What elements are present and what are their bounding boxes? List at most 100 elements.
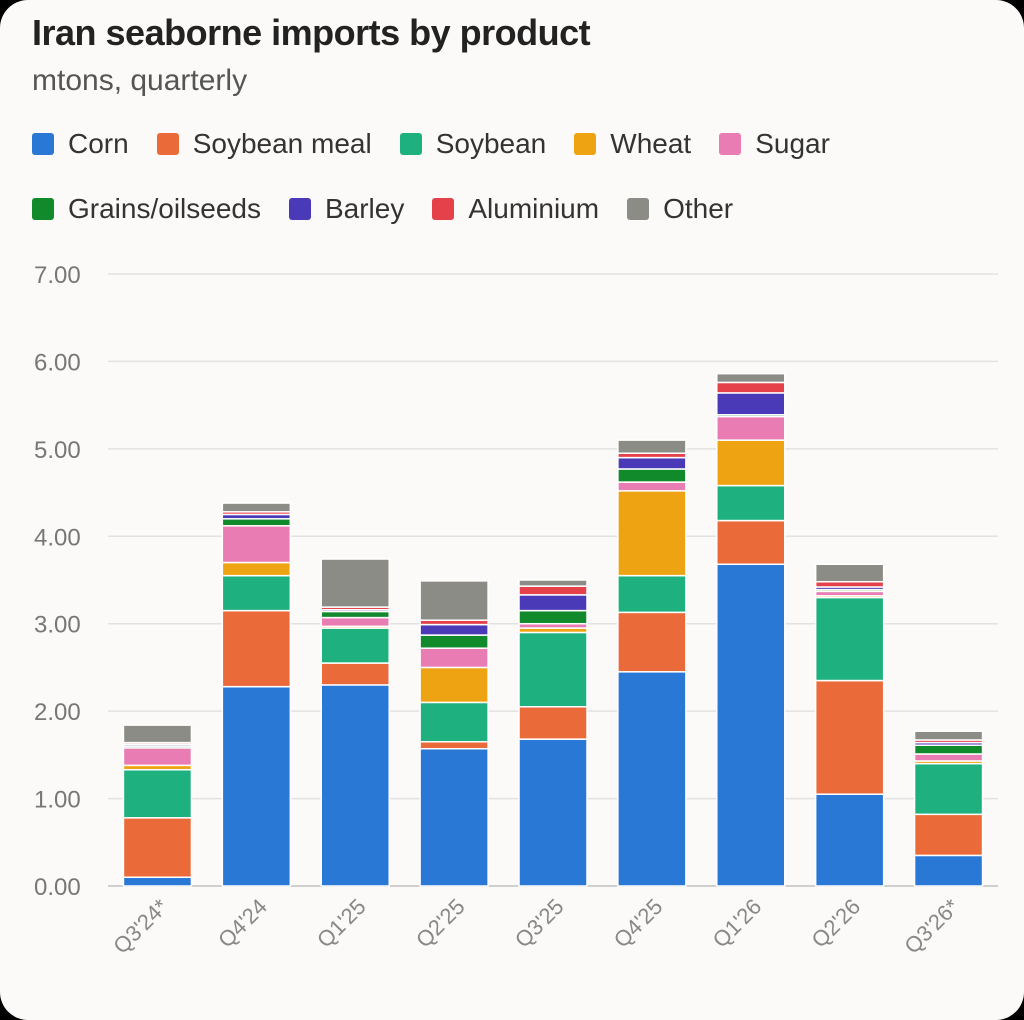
legend-swatch-aluminium (432, 198, 455, 220)
bar-segment-barley (716, 392, 786, 416)
bar-segment-soybean (716, 484, 786, 522)
bar-segment-wheat (419, 666, 489, 704)
bar-segment-corn (814, 793, 885, 887)
legend-item-aluminium: Aluminium (432, 193, 599, 225)
bar-segment-aluminium (814, 580, 885, 588)
x-tick-label: Q2'26 (806, 894, 865, 953)
bar-segment-corn (716, 563, 786, 887)
bar-segment-other (518, 579, 588, 587)
x-tick-label: Q1'25 (312, 894, 371, 953)
bar-segment-other (122, 724, 193, 744)
bar-segment-other (320, 558, 390, 608)
legend-item-corn: Corn (32, 128, 129, 160)
bar-segment-sugar (913, 753, 984, 762)
bar-segment-grains-oilseeds (518, 609, 588, 625)
legend-label-soybean: Soybean (435, 128, 547, 159)
bar-segment-grains-oilseeds (221, 518, 292, 527)
x-tick-label: Q4'25 (609, 894, 668, 953)
legend-swatch-sugar (719, 133, 742, 155)
bar-segment-other (221, 502, 292, 513)
x-axis-ticks: Q3'24* Q4'24 Q1'25 Q2'25 Q3'25 Q4'25 Q1'26 Q2'2… (108, 894, 964, 959)
legend-label-other: Other (663, 193, 734, 224)
bar-segment-corn (419, 747, 489, 887)
bar-segment-soybean (221, 574, 292, 612)
legend-swatch-barley (288, 198, 311, 220)
bar-segment-aluminium (518, 585, 588, 596)
bar-segment-other (913, 730, 984, 741)
legend-item-wheat: Wheat (574, 128, 691, 160)
x-tick-label: Q3'26* (899, 894, 964, 959)
legend-item-other: Other (627, 193, 733, 225)
bar-segment-wheat (221, 561, 292, 577)
legend-label-soybean-meal: Soybean meal (192, 128, 372, 159)
bar-segment-barley (419, 623, 489, 636)
chart-title: Iran seaborne imports by product (32, 12, 591, 53)
bar-segment-grains-oilseeds (913, 744, 984, 755)
bar-segment-wheat (617, 490, 687, 577)
bar-segment-soybean-meal (814, 679, 885, 795)
legend-item-soybean-meal: Soybean meal (156, 128, 372, 160)
bar-segment-corn (122, 876, 193, 887)
bar-segment-soybean-meal (122, 817, 193, 879)
bar-segment-soybean (320, 627, 390, 664)
bar-segment-soybean (122, 768, 193, 819)
x-tick-label: Q3'24* (108, 894, 173, 959)
legend-swatch-soybean-meal (156, 133, 179, 155)
legend-item-barley: Barley (288, 193, 404, 225)
legend: Corn Soybean meal Soybean Wheat Sugar (32, 122, 992, 252)
bar-segment-soybean-meal (419, 740, 489, 750)
bar-segment-sugar (419, 647, 489, 669)
bar-segment-soybean (617, 574, 687, 614)
legend-swatch-wheat (574, 133, 597, 155)
legend-swatch-other (627, 198, 650, 220)
legend-row-1: Corn Soybean meal Soybean Wheat Sugar (32, 122, 992, 166)
legend-label-aluminium: Aluminium (468, 193, 600, 224)
bar-segment-grains-oilseeds (320, 610, 390, 619)
bar-segment-soybean-meal (221, 609, 292, 688)
bar-segment-other (419, 580, 489, 621)
y-tick-label: 1.00 (34, 787, 81, 814)
legend-item-grains-oilseeds: Grains/oilseeds (32, 193, 261, 225)
legend-label-grains-oilseeds: Grains/oilseeds (68, 193, 261, 224)
bar-segment-barley (617, 456, 687, 470)
bar-segment-corn (518, 738, 588, 887)
bar-segment-aluminium (716, 381, 786, 394)
y-tick-label: 6.00 (34, 349, 81, 376)
x-tick-label: Q3'25 (510, 894, 569, 953)
legend-row-2: Grains/oilseeds Barley Aluminium Other (32, 187, 992, 231)
bar-segment-sugar (221, 525, 292, 564)
legend-item-soybean: Soybean (399, 128, 547, 160)
bar-segment-corn (320, 684, 390, 887)
bar-segment-corn (913, 854, 984, 887)
y-tick-label: 5.00 (34, 437, 81, 464)
legend-swatch-soybean (399, 133, 422, 155)
bar-segment-soybean-meal (913, 813, 984, 857)
legend-label-corn: Corn (68, 128, 129, 159)
y-tick-label: 7.00 (34, 262, 81, 289)
bar-segment-other (617, 439, 687, 454)
bar-segment-sugar (122, 747, 193, 767)
y-tick-label: 2.00 (34, 699, 81, 726)
chart-subtitle: mtons, quarterly (32, 64, 248, 97)
legend-swatch-grains-oilseeds (32, 198, 54, 220)
bar-segment-soybean (518, 631, 588, 708)
bar-segment-soybean-meal (320, 662, 390, 686)
bar-segment-grains-oilseeds (617, 468, 687, 483)
bar-segment-soybean-meal (716, 519, 786, 566)
bar-segment-other (814, 563, 885, 583)
y-axis-ticks: 0.00 1.00 2.00 3.00 4.00 5.00 6.00 7.00 (34, 262, 81, 901)
bar-segment-other (716, 372, 786, 384)
y-tick-label: 0.00 (34, 874, 81, 901)
bar-segment-soybean-meal (518, 706, 588, 740)
x-tick-label: Q4'24 (213, 894, 272, 953)
legend-label-wheat: Wheat (610, 128, 692, 159)
bar-segment-wheat (716, 439, 786, 487)
y-tick-label: 3.00 (34, 612, 81, 639)
bar-segment-corn (221, 685, 292, 887)
x-tick-label: Q2'25 (411, 894, 470, 953)
legend-item-sugar: Sugar (719, 128, 830, 160)
bar-segment-sugar (617, 481, 687, 492)
bar-segment-soybean (814, 596, 885, 682)
bar-segment-soybean (913, 762, 984, 816)
